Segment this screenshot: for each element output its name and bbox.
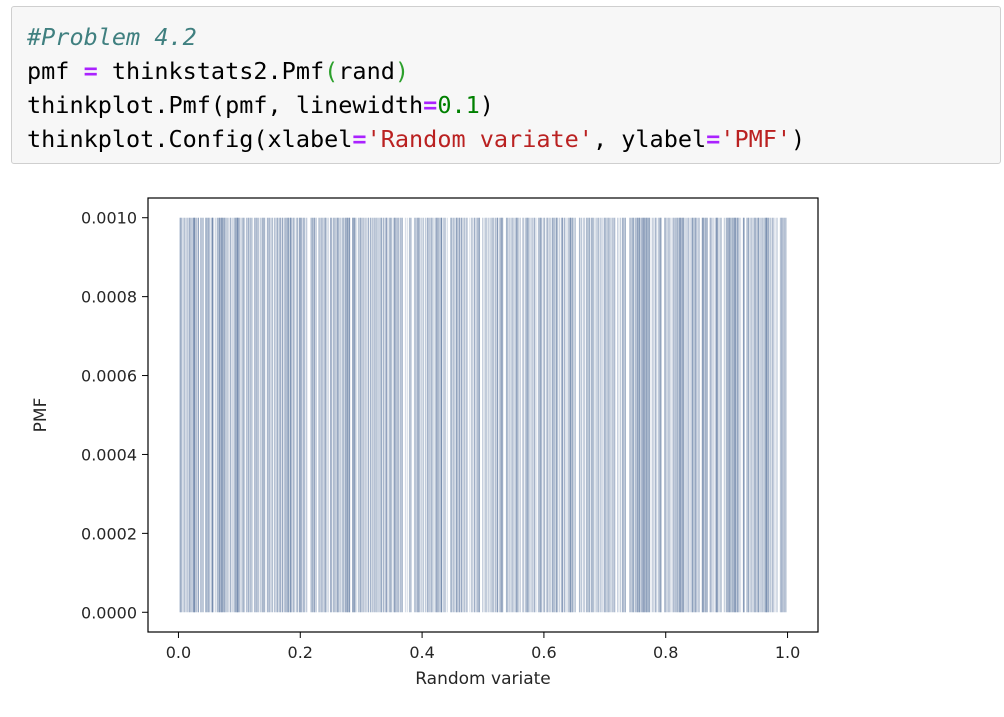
code-line[interactable]: #Problem 4.2 xyxy=(27,20,1000,54)
output-area: 0.0 0.2 0.4 0.6 0.8 1.0 0.0000 0.0002 0.0004 0.0… xyxy=(0,170,1004,712)
pmf-lines xyxy=(179,217,787,613)
x-axis-label: Random variate xyxy=(415,669,551,689)
pmf-chart: 0.0 0.2 0.4 0.6 0.8 1.0 0.00000.00020.00040.0… xyxy=(31,197,819,689)
y-tick-label: 0.0000 xyxy=(81,603,137,622)
code-cell[interactable]: #Problem 4.2 pmf = thinkstats2.Pmf(rand) t… xyxy=(11,6,1001,164)
y-tick-label: 0.0010 xyxy=(81,209,137,228)
code-token: rand xyxy=(338,57,395,85)
code-token: = xyxy=(706,125,721,153)
code-line[interactable]: pmf = thinkstats2.Pmf(rand) xyxy=(27,54,1000,88)
code-token: ( xyxy=(324,57,339,85)
code-token: = xyxy=(423,91,438,119)
y-tick-label: 0.0004 xyxy=(81,445,137,464)
y-axis-ticks: 0.0000 0.0002 0.0004 0.0006 0.0008 0.0010 xyxy=(81,209,148,622)
code-line[interactable]: thinkplot.Config(xlabel='Random variate'… xyxy=(27,122,1000,156)
y-axis-label: PMF xyxy=(31,398,51,433)
y-tick-label: 0.0002 xyxy=(81,524,137,543)
axes-frame xyxy=(147,197,819,633)
code-token: 'Random variate' xyxy=(366,125,593,153)
code-editor[interactable]: #Problem 4.2 pmf = thinkstats2.Pmf(rand) t… xyxy=(27,20,1000,156)
code-token: ) xyxy=(791,125,806,153)
y-tick-label: 0.0006 xyxy=(81,367,137,386)
x-axis-ticks: 0.0 0.2 0.4 0.6 0.8 1.0 xyxy=(166,632,800,662)
code-token: ) xyxy=(394,57,410,85)
x-tick-label: 0.6 xyxy=(531,643,556,662)
x-tick-label: 0.0 xyxy=(166,643,191,662)
code-token: = xyxy=(83,57,98,85)
code-token: 0.1 xyxy=(437,91,480,119)
code-token: 'PMF' xyxy=(720,125,792,153)
code-token: thinkplot.Pmf(pmf, linewidth xyxy=(27,91,424,119)
code-token: thinkstats2.Pmf xyxy=(97,57,325,85)
code-token: = xyxy=(352,125,367,153)
code-token: ) xyxy=(479,91,494,119)
x-tick-label: 0.2 xyxy=(288,643,313,662)
code-token: #Problem 4.2 xyxy=(27,23,197,51)
x-tick-label: 1.0 xyxy=(775,643,800,662)
x-tick-label: 0.4 xyxy=(409,643,434,662)
y-tick-label: 0.0008 xyxy=(81,288,137,307)
code-token: thinkplot.Config(xlabel xyxy=(27,125,353,153)
x-tick-label: 0.8 xyxy=(653,643,678,662)
code-line[interactable]: thinkplot.Pmf(pmf, linewidth=0.1) xyxy=(27,88,1000,122)
code-token: , ylabel xyxy=(592,125,707,153)
code-token: pmf xyxy=(27,57,84,85)
